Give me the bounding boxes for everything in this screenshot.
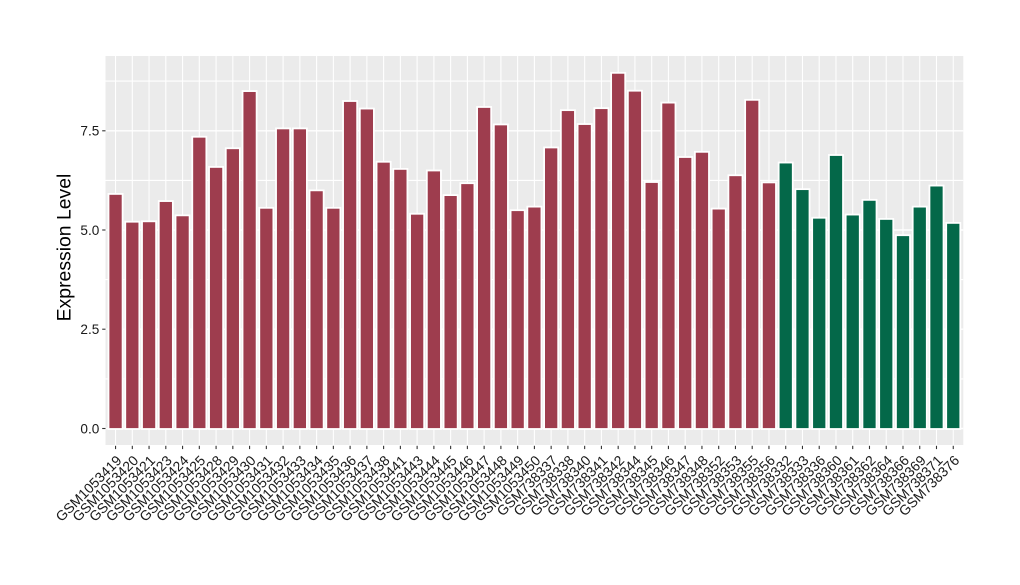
svg-text:2.5: 2.5 [80, 322, 99, 337]
svg-text:5.0: 5.0 [80, 223, 99, 238]
svg-text:0.0: 0.0 [80, 421, 99, 436]
svg-text:Expression Level: Expression Level [54, 174, 76, 322]
svg-text:7.5: 7.5 [80, 124, 99, 139]
